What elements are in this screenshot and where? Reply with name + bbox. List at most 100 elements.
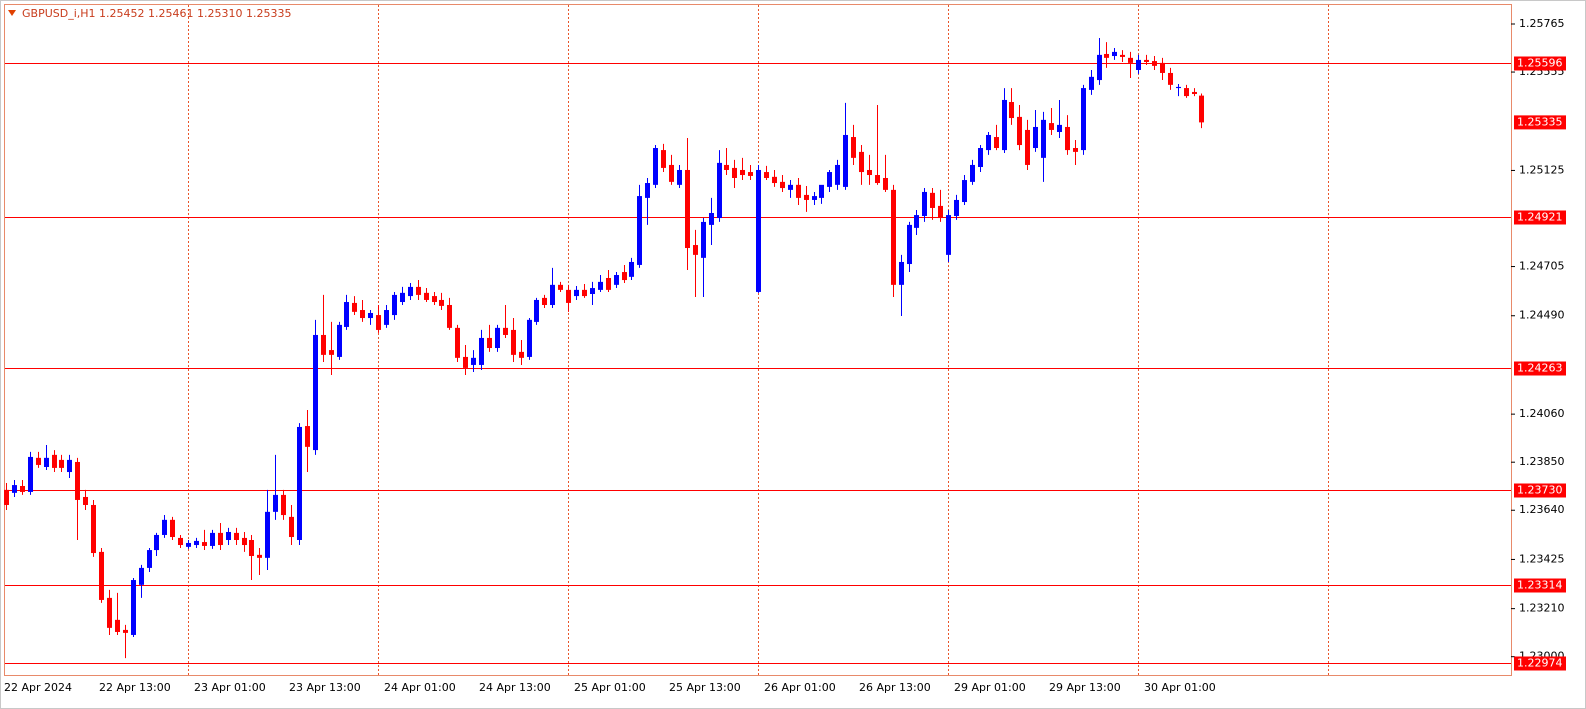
candle-body	[305, 426, 310, 447]
candle-body	[360, 310, 365, 319]
candle-body	[645, 183, 650, 198]
candle-body	[827, 172, 832, 187]
chart-title: GBPUSD_i,H1 1.25452 1.25461 1.25310 1.25…	[22, 7, 291, 20]
candle-body	[669, 164, 674, 182]
candle-body	[883, 177, 888, 190]
candle-body	[439, 299, 444, 306]
candle-body	[273, 494, 278, 512]
candle-body	[582, 289, 587, 297]
x-tick-label: 22 Apr 2024	[4, 681, 72, 694]
candle-body	[297, 426, 302, 540]
candle-body	[210, 532, 215, 546]
candle-body	[1112, 51, 1117, 57]
candle-body	[622, 272, 627, 281]
candle-body	[978, 148, 983, 168]
candle-body	[107, 597, 112, 628]
candle-body	[938, 205, 943, 219]
candle-body	[962, 180, 967, 203]
candle-body	[91, 504, 96, 554]
candle-body	[614, 275, 619, 285]
candle-body	[875, 175, 880, 184]
candle-body	[1168, 72, 1173, 85]
candle-body	[178, 537, 183, 546]
candle-body	[764, 172, 769, 178]
candle-body	[780, 181, 785, 189]
candle-body	[257, 554, 262, 558]
candle-body	[20, 485, 25, 492]
candle-body	[503, 327, 508, 335]
candle-body	[289, 516, 294, 538]
y-tick-label: 1.23640	[1519, 503, 1565, 516]
x-tick-label: 23 Apr 01:00	[194, 681, 266, 694]
candle-body	[471, 357, 476, 365]
y-tick-label: 1.25125	[1519, 163, 1565, 176]
candle-body	[653, 148, 658, 185]
candle-body	[677, 169, 682, 185]
candle-body	[954, 199, 959, 216]
candle-body	[123, 629, 128, 633]
candle-body	[400, 292, 405, 303]
y-tick-label: 1.24490	[1519, 309, 1565, 322]
candle-body	[1199, 95, 1204, 123]
candle-body	[1073, 148, 1078, 152]
candle-body	[463, 356, 468, 368]
x-tick-label: 25 Apr 01:00	[574, 681, 646, 694]
candle-body	[12, 485, 17, 493]
candle-body	[772, 176, 777, 184]
candle-body	[368, 312, 373, 319]
candle-body	[36, 457, 41, 465]
candle-body	[416, 286, 421, 295]
candle-body	[131, 580, 136, 635]
candle-body	[67, 459, 72, 473]
last-price-label: 1.25335	[1517, 115, 1563, 128]
candle-body	[1097, 54, 1102, 81]
price-level-box	[1514, 361, 1566, 376]
candle-body	[914, 215, 919, 228]
candle-body	[455, 327, 460, 358]
candle-body	[495, 327, 500, 349]
y-tick-label: 1.25765	[1519, 17, 1565, 30]
candle-body	[170, 519, 175, 538]
candle-body	[804, 194, 809, 200]
price-level-label: 1.23314	[1517, 579, 1563, 592]
candle-body	[194, 540, 199, 546]
symbol-menu-icon[interactable]	[8, 10, 16, 16]
candle-body	[59, 459, 64, 468]
price-level-box	[1514, 578, 1566, 593]
candle-body	[147, 550, 152, 568]
price-level-label: 1.23730	[1517, 484, 1563, 497]
candle-body	[1081, 88, 1086, 151]
candle-body	[1025, 129, 1030, 165]
price-level-box	[1514, 56, 1566, 71]
candle-body	[550, 284, 555, 305]
candle-body	[75, 461, 80, 500]
candle-body	[265, 511, 270, 558]
x-tick-label: 29 Apr 13:00	[1049, 681, 1121, 694]
candle-body	[344, 302, 349, 327]
candle-body	[534, 299, 539, 322]
candle-body	[717, 162, 722, 219]
x-tick-label: 24 Apr 13:00	[479, 681, 551, 694]
candle-body	[1160, 62, 1165, 73]
candle-body	[1136, 59, 1141, 70]
candle-body	[313, 334, 318, 451]
candle-body	[202, 542, 207, 546]
candle-body	[1120, 54, 1125, 57]
price-level-label: 1.24263	[1517, 362, 1563, 375]
candle-body	[970, 164, 975, 182]
candle-body	[447, 304, 452, 328]
price-level-box	[1514, 656, 1566, 671]
candle-body	[424, 292, 429, 300]
candle-body	[1184, 88, 1189, 97]
candle-body	[527, 319, 532, 357]
x-tick-label: 29 Apr 01:00	[954, 681, 1026, 694]
candle-body	[337, 324, 342, 357]
candle-body	[249, 539, 254, 557]
candle-body	[788, 184, 793, 190]
candle-body	[511, 329, 516, 355]
price-level-label: 1.25596	[1517, 57, 1563, 70]
candle-body	[1065, 126, 1070, 151]
